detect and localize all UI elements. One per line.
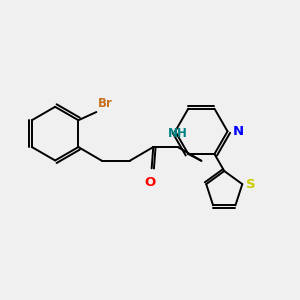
Text: S: S — [246, 178, 256, 190]
Text: NH: NH — [168, 127, 188, 140]
Text: N: N — [232, 125, 244, 138]
Text: O: O — [144, 176, 156, 188]
Text: Br: Br — [98, 98, 113, 110]
